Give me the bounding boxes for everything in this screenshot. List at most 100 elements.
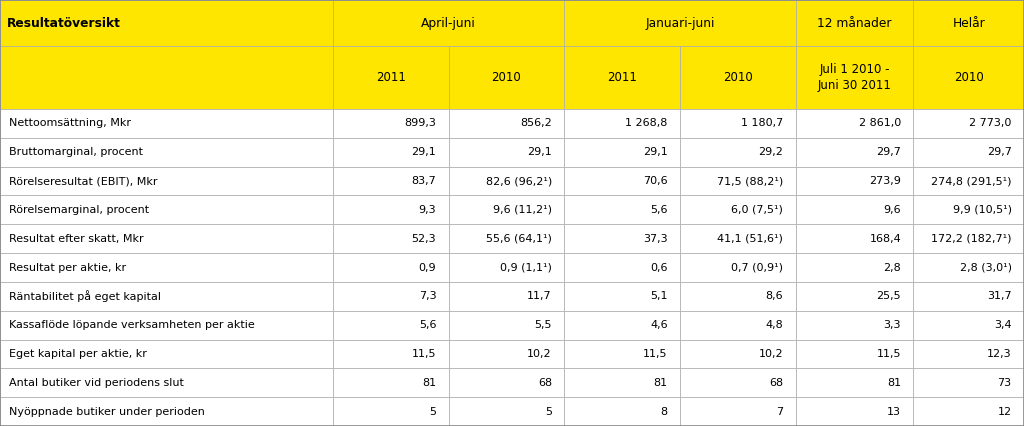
Bar xyxy=(680,282,796,311)
Text: 899,3: 899,3 xyxy=(404,118,436,129)
Text: 13: 13 xyxy=(887,406,901,417)
Bar xyxy=(913,311,1024,340)
Bar xyxy=(564,109,680,138)
Text: 29,7: 29,7 xyxy=(877,147,901,157)
Bar xyxy=(449,311,564,340)
Text: 9,3: 9,3 xyxy=(419,205,436,215)
Text: 52,3: 52,3 xyxy=(412,234,436,244)
Text: 2011: 2011 xyxy=(607,71,637,84)
Bar xyxy=(564,167,680,196)
Bar xyxy=(796,46,913,109)
Text: Januari-juni: Januari-juni xyxy=(645,17,715,29)
Text: 41,1 (51,6¹): 41,1 (51,6¹) xyxy=(718,234,783,244)
Bar xyxy=(796,167,913,196)
Bar xyxy=(796,311,913,340)
Bar xyxy=(449,340,564,368)
Text: 12 månader: 12 månader xyxy=(817,17,892,29)
Bar xyxy=(796,397,913,426)
Text: 9,9 (10,5¹): 9,9 (10,5¹) xyxy=(952,205,1012,215)
Text: Nettoomsättning, Mkr: Nettoomsättning, Mkr xyxy=(9,118,131,129)
Bar xyxy=(913,0,1024,46)
Bar xyxy=(564,0,796,46)
Bar xyxy=(796,340,913,368)
Text: 12,3: 12,3 xyxy=(987,349,1012,359)
Text: 81: 81 xyxy=(887,378,901,388)
Text: 274,8 (291,5¹): 274,8 (291,5¹) xyxy=(931,176,1012,186)
Bar xyxy=(333,0,564,46)
Text: 2 861,0: 2 861,0 xyxy=(859,118,901,129)
Bar xyxy=(449,253,564,282)
Text: 2,8 (3,0¹): 2,8 (3,0¹) xyxy=(959,262,1012,273)
Text: 2011: 2011 xyxy=(376,71,406,84)
Bar xyxy=(913,138,1024,167)
Bar xyxy=(449,282,564,311)
Bar xyxy=(449,397,564,426)
Bar xyxy=(564,225,680,253)
Bar xyxy=(0,253,333,282)
Text: 29,1: 29,1 xyxy=(412,147,436,157)
Bar xyxy=(333,368,449,397)
Text: Nyöppnade butiker under perioden: Nyöppnade butiker under perioden xyxy=(9,406,205,417)
Text: 172,2 (182,7¹): 172,2 (182,7¹) xyxy=(931,234,1012,244)
Bar xyxy=(796,196,913,225)
Bar xyxy=(913,109,1024,138)
Bar xyxy=(449,138,564,167)
Text: Eget kapital per aktie, kr: Eget kapital per aktie, kr xyxy=(9,349,147,359)
Text: 1 268,8: 1 268,8 xyxy=(626,118,668,129)
Text: 68: 68 xyxy=(538,378,552,388)
Text: Rörelsemarginal, procent: Rörelsemarginal, procent xyxy=(9,205,150,215)
Text: Resultat efter skatt, Mkr: Resultat efter skatt, Mkr xyxy=(9,234,143,244)
Bar xyxy=(0,167,333,196)
Text: 4,6: 4,6 xyxy=(650,320,668,330)
Text: 68: 68 xyxy=(769,378,783,388)
Bar xyxy=(913,397,1024,426)
Bar xyxy=(564,46,680,109)
Bar xyxy=(564,397,680,426)
Bar xyxy=(913,282,1024,311)
Text: 2,8: 2,8 xyxy=(884,262,901,273)
Text: 81: 81 xyxy=(653,378,668,388)
Bar xyxy=(333,282,449,311)
Text: April-juni: April-juni xyxy=(421,17,476,29)
Bar xyxy=(333,46,449,109)
Text: 8,6: 8,6 xyxy=(766,291,783,301)
Text: 9,6 (11,2¹): 9,6 (11,2¹) xyxy=(493,205,552,215)
Bar xyxy=(0,109,333,138)
Text: 29,1: 29,1 xyxy=(527,147,552,157)
Bar xyxy=(449,196,564,225)
Text: 5: 5 xyxy=(545,406,552,417)
Bar xyxy=(0,225,333,253)
Bar xyxy=(449,167,564,196)
Bar xyxy=(913,225,1024,253)
Bar xyxy=(680,46,796,109)
Text: 2010: 2010 xyxy=(492,71,521,84)
Bar xyxy=(333,109,449,138)
Bar xyxy=(680,225,796,253)
Text: 3,4: 3,4 xyxy=(994,320,1012,330)
Bar xyxy=(796,225,913,253)
Text: Bruttomarginal, procent: Bruttomarginal, procent xyxy=(9,147,143,157)
Text: 1 180,7: 1 180,7 xyxy=(741,118,783,129)
Bar xyxy=(0,0,333,46)
Bar xyxy=(913,167,1024,196)
Bar xyxy=(333,138,449,167)
Bar xyxy=(449,225,564,253)
Bar xyxy=(680,340,796,368)
Bar xyxy=(0,196,333,225)
Bar xyxy=(0,311,333,340)
Bar xyxy=(0,46,333,109)
Text: 82,6 (96,2¹): 82,6 (96,2¹) xyxy=(485,176,552,186)
Bar xyxy=(333,397,449,426)
Text: 5,5: 5,5 xyxy=(535,320,552,330)
Bar xyxy=(913,368,1024,397)
Text: 273,9: 273,9 xyxy=(869,176,901,186)
Text: 29,1: 29,1 xyxy=(643,147,668,157)
Bar xyxy=(333,340,449,368)
Bar xyxy=(913,46,1024,109)
Text: 856,2: 856,2 xyxy=(520,118,552,129)
Text: 25,5: 25,5 xyxy=(877,291,901,301)
Text: 0,9 (1,1¹): 0,9 (1,1¹) xyxy=(500,262,552,273)
Text: 29,2: 29,2 xyxy=(759,147,783,157)
Bar xyxy=(680,311,796,340)
Text: 10,2: 10,2 xyxy=(527,349,552,359)
